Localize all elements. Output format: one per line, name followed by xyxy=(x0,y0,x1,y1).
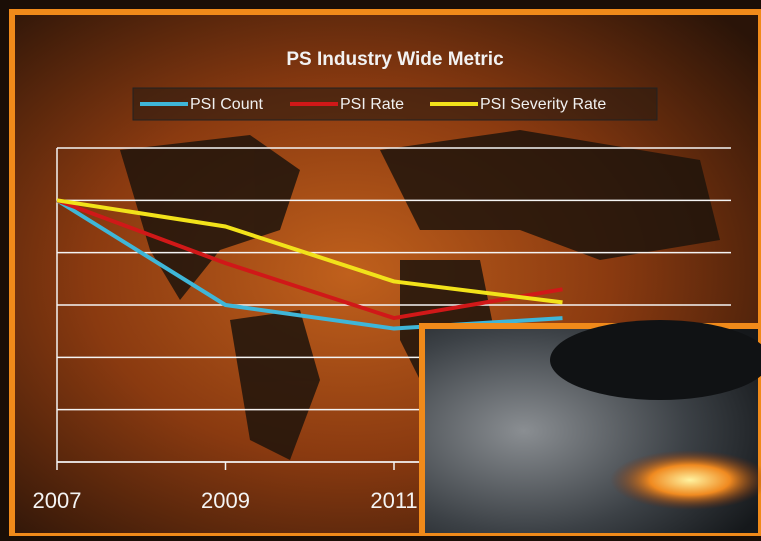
series-line xyxy=(56,198,563,321)
series-line xyxy=(56,198,563,305)
photo-inset xyxy=(419,320,761,539)
flames xyxy=(610,450,761,510)
plot-area: 2007 2009 2011 xyxy=(33,147,731,513)
legend-label: PSI Count xyxy=(190,96,263,113)
smoke-cloud xyxy=(550,320,761,400)
chart-title: PS Industry Wide Metric xyxy=(286,49,504,70)
legend-label: PSI Rate xyxy=(340,96,404,113)
x-tick-label: 2007 xyxy=(33,488,82,513)
x-tick-label: 2009 xyxy=(201,488,250,513)
legend-label: PSI Severity Rate xyxy=(480,96,606,113)
x-tick-label: 2011 xyxy=(370,488,417,513)
legend: PSI Count PSI Rate PSI Severity Rate xyxy=(140,96,606,113)
legend-box xyxy=(132,87,658,121)
